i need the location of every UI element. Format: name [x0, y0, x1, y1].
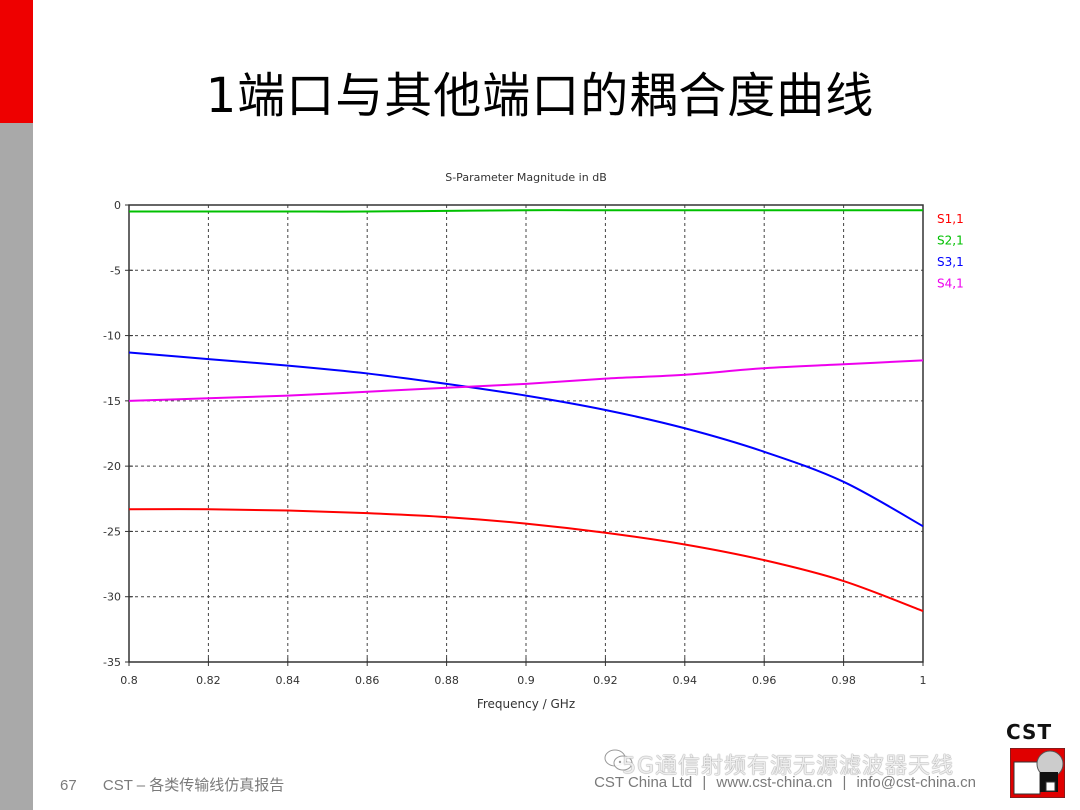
- x-tick-label: 0.98: [831, 674, 856, 687]
- x-tick-label: 0.86: [355, 674, 380, 687]
- series-line-S4-1: [128, 359, 924, 402]
- footer-separator: |: [842, 774, 847, 791]
- slide-title: 1端口与其他端口的耦合度曲线: [205, 68, 875, 124]
- page-number: 67: [60, 777, 77, 794]
- x-tick-label: 0.94: [673, 674, 698, 687]
- footer-email-link[interactable]: info@cst-china.cn: [856, 774, 976, 791]
- cst-logo-text: CST: [1006, 720, 1053, 744]
- legend-item: S3,1: [937, 255, 964, 269]
- x-tick-label: 0.84: [276, 674, 301, 687]
- y-tick-label: -15: [103, 395, 121, 408]
- watermark-text: 5G通信射频有源无源滤波器天线: [622, 754, 955, 779]
- legend-item: S1,1: [937, 212, 964, 226]
- footer-left: 67 CST – 各类传输线仿真报告: [60, 774, 284, 795]
- x-tick-label: 0.96: [752, 674, 777, 687]
- x-tick-label: 0.92: [593, 674, 618, 687]
- legend-item: S4,1: [937, 277, 964, 291]
- x-tick-label: 0.8: [120, 674, 138, 687]
- x-tick-label: 1: [920, 674, 927, 687]
- y-tick-label: -5: [110, 264, 121, 277]
- series-line-S3-1: [128, 351, 924, 528]
- footer-website-link[interactable]: www.cst-china.cn: [716, 774, 833, 791]
- y-tick-label: -10: [103, 330, 121, 343]
- series-line-S2-1: [129, 209, 923, 213]
- accent-bar-gray: [0, 123, 33, 810]
- y-tick-label: 0: [114, 199, 121, 212]
- cst-logo-icon: [1010, 748, 1065, 798]
- x-tick-label: 0.88: [434, 674, 459, 687]
- series-line-S1-1: [128, 508, 924, 613]
- footer-right: CST China Ltd | www.cst-china.cn | info@…: [594, 774, 976, 791]
- accent-bar-red: [0, 0, 33, 123]
- footer-separator: |: [702, 774, 707, 791]
- chart-title: S-Parameter Magnitude in dB: [445, 171, 607, 184]
- footer-company: CST China Ltd: [594, 774, 693, 791]
- wechat-icon: [604, 749, 633, 771]
- footer-report-title: CST – 各类传输线仿真报告: [102, 777, 285, 794]
- chart-grid: [129, 205, 923, 662]
- y-tick-label: -20: [103, 460, 121, 473]
- x-tick-label: 0.82: [196, 674, 221, 687]
- chart-legend: S1,1 S2,1 S3,1 S4,1: [937, 212, 964, 291]
- y-tick-label: -25: [103, 525, 121, 538]
- x-tick-label: 0.9: [517, 674, 535, 687]
- y-tick-label: -35: [103, 656, 121, 669]
- x-axis: 0.8 0.82 0.84 0.86 0.88 0.9 0.92 0.94 0.96 0.98 1: [120, 658, 927, 687]
- legend-item: S2,1: [937, 234, 964, 248]
- y-tick-label: -30: [103, 591, 121, 604]
- x-axis-label: Frequency / GHz: [477, 697, 575, 711]
- chart-series: [128, 209, 924, 613]
